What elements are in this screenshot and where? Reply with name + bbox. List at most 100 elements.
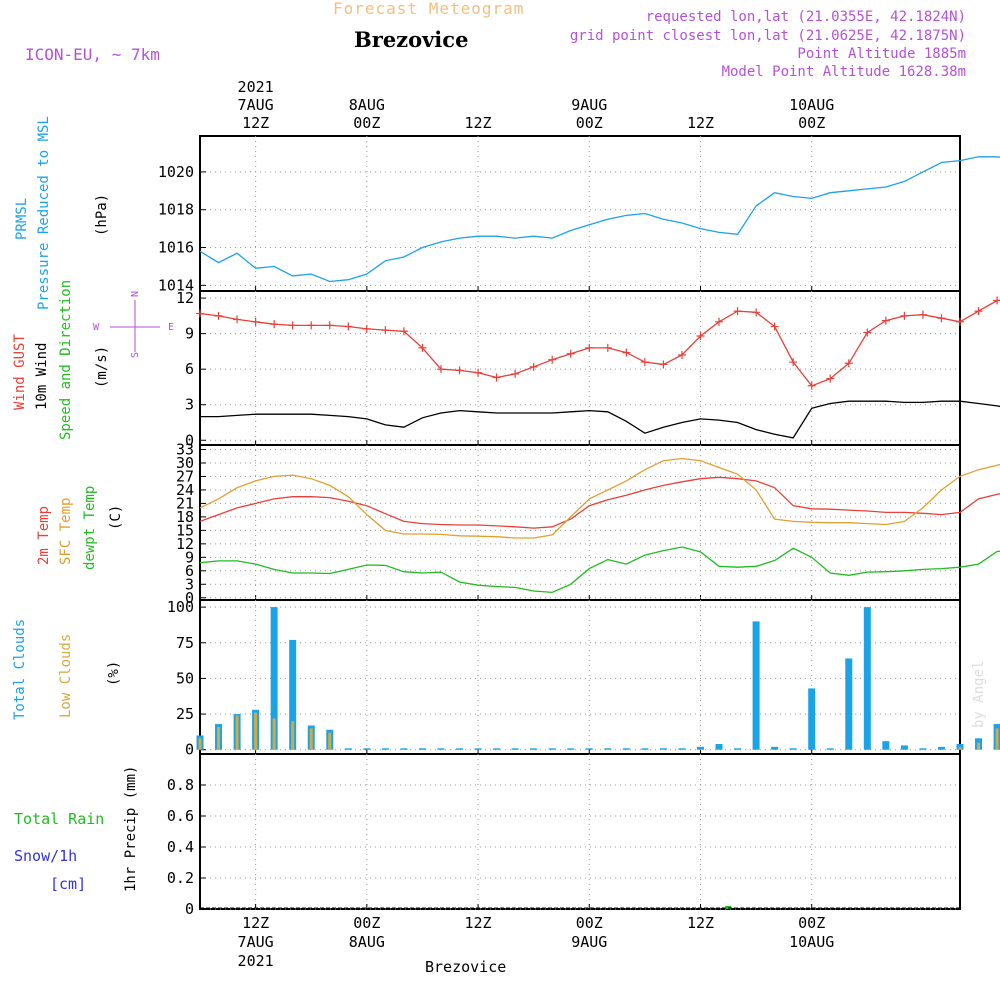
model-label: ICON-EU, ~ 7km — [25, 45, 160, 64]
point-altitude: Point Altitude 1885m — [797, 46, 966, 62]
total-clouds-bar — [270, 607, 278, 750]
panel-frame-pressure — [199, 135, 961, 292]
total-clouds-bar — [456, 748, 464, 750]
station-title: Brezovice — [354, 27, 469, 52]
gust-marker — [807, 381, 816, 390]
wind-line — [200, 400, 1000, 439]
total-rain-label: Total Rain — [14, 810, 104, 828]
low-clouds-bar — [272, 718, 276, 750]
total-clouds-bar — [696, 746, 704, 750]
gust-marker — [844, 359, 853, 368]
gridpoint-coords: grid point closest lon,lat (21.0625E, 42… — [569, 28, 966, 44]
total-clouds-bar — [863, 607, 871, 750]
sfc-temp-line — [199, 457, 1000, 539]
dewpt-line — [199, 546, 1000, 594]
gust-marker — [436, 365, 445, 374]
ytick-label-precipitation: 0.6 — [167, 807, 194, 825]
gust-marker — [696, 332, 705, 341]
gust-marker — [974, 307, 983, 316]
ytick-label-clouds: 25 — [176, 705, 194, 723]
panel-frame-wind — [199, 290, 961, 446]
gust-marker — [511, 369, 520, 378]
clouds-unit: (%) — [106, 661, 122, 686]
ytick-label-temperature: 21 — [176, 494, 194, 512]
time-bottom-hour: 00Z — [353, 914, 380, 932]
ytick-label-temperature: 0 — [185, 589, 194, 607]
ytick-label-clouds: 75 — [176, 634, 194, 652]
ytick-label-temperature: 33 — [176, 440, 194, 458]
gust-marker — [214, 311, 223, 320]
ytick-label-temperature: 30 — [176, 454, 194, 472]
total-clouds-bar — [363, 748, 371, 750]
gust-marker — [733, 307, 742, 316]
total-clouds-bar — [548, 748, 556, 750]
low-clouds-bar — [217, 726, 221, 750]
total-clouds-bar — [585, 748, 593, 750]
time-bottom-hour: 12Z — [465, 914, 492, 932]
gust-marker — [251, 317, 260, 326]
pressure-unit: (hPa) — [94, 194, 110, 236]
time-top-hour: 12Z — [242, 114, 269, 132]
ytick-label-precipitation: 0 — [185, 900, 194, 918]
time-top-hour: 12Z — [465, 114, 492, 132]
gust-marker — [715, 317, 724, 326]
time-top-hour: 00Z — [576, 114, 603, 132]
total-clouds-bar — [826, 748, 834, 750]
ytick-label-temperature: 3 — [185, 575, 194, 593]
gust-marker — [362, 324, 371, 333]
time-top-year: 2021 — [238, 78, 274, 96]
time-bottom-hour: 00Z — [576, 914, 603, 932]
gust-marker — [233, 315, 242, 324]
low-clouds-bar — [958, 746, 962, 750]
total-clouds-bar — [659, 748, 667, 750]
wind-rose-s: S — [130, 352, 141, 358]
gust-marker — [566, 349, 575, 358]
wind-speed-dir-label: Speed and Direction — [58, 280, 74, 440]
low-clouds-bar — [291, 721, 295, 750]
gust-marker — [918, 310, 927, 319]
total-clouds-bar — [882, 741, 890, 750]
total-clouds-bar — [641, 748, 649, 750]
time-top-date: 8AUG — [349, 96, 385, 114]
low-clouds-bar — [328, 732, 332, 750]
ytick-label-pressure: 1016 — [158, 239, 194, 257]
total-clouds-bar — [715, 744, 723, 750]
gust-marker — [381, 326, 390, 335]
wind-rose-e: E — [168, 322, 174, 333]
temp-sfc-label: SFC Temp — [58, 498, 74, 565]
total-clouds-bar — [771, 746, 779, 750]
total-clouds-bar — [937, 746, 945, 750]
gust-marker — [789, 358, 798, 367]
ytick-label-wind: 9 — [185, 325, 194, 343]
gust-marker — [455, 366, 464, 375]
total-clouds-bar — [289, 639, 297, 750]
pressure-label-1: PRMSL — [14, 198, 30, 240]
panel-frames — [199, 135, 961, 910]
gust-marker — [307, 321, 316, 330]
temp-unit: (C) — [108, 505, 124, 530]
time-top-hour: 12Z — [687, 114, 714, 132]
gust-line — [199, 299, 1000, 387]
gust-marker — [770, 322, 779, 331]
snow-unit: [cm] — [50, 875, 86, 893]
gust-marker — [399, 327, 408, 336]
low-clouds-bar — [977, 742, 981, 750]
gust-marker — [993, 296, 1000, 305]
gust-marker — [937, 314, 946, 323]
time-bottom-year: 2021 — [238, 952, 274, 970]
ytick-label-pressure: 1014 — [158, 276, 194, 294]
time-top-hour: 00Z — [353, 114, 380, 132]
wind-unit: (m/s) — [94, 346, 110, 388]
ytick-label-clouds: 0 — [185, 741, 194, 759]
model-altitude: Model Point Altitude 1628.38m — [721, 64, 966, 80]
total-clouds-bar — [567, 748, 575, 750]
time-bottom-date: 10AUG — [789, 933, 834, 951]
ytick-label-pressure: 1020 — [158, 163, 194, 181]
ytick-label-temperature: 9 — [185, 548, 194, 566]
time-bottom-date: 7AUG — [238, 933, 274, 951]
total-clouds-bar — [752, 621, 760, 750]
low-clouds-bar — [198, 738, 202, 750]
gust-marker — [659, 360, 668, 369]
time-bottom-date: 9AUG — [571, 933, 607, 951]
